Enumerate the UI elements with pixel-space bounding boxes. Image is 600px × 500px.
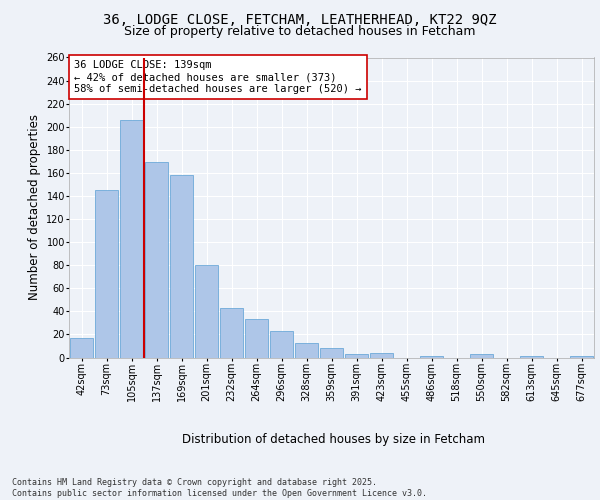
Text: 36, LODGE CLOSE, FETCHAM, LEATHERHEAD, KT22 9QZ: 36, LODGE CLOSE, FETCHAM, LEATHERHEAD, K… [103,12,497,26]
Bar [570,356,593,358]
Bar [120,120,143,358]
Text: 36 LODGE CLOSE: 139sqm
← 42% of detached houses are smaller (373)
58% of semi-de: 36 LODGE CLOSE: 139sqm ← 42% of detached… [74,60,362,94]
Bar [370,353,393,358]
Bar [195,265,218,358]
Bar [470,354,493,358]
Bar [270,331,293,357]
Bar [70,338,93,357]
Text: Distribution of detached houses by size in Fetcham: Distribution of detached houses by size … [182,432,485,446]
Text: Size of property relative to detached houses in Fetcham: Size of property relative to detached ho… [124,25,476,38]
Text: Contains HM Land Registry data © Crown copyright and database right 2025.
Contai: Contains HM Land Registry data © Crown c… [12,478,427,498]
Bar [220,308,243,358]
Bar [320,348,343,358]
Bar [345,354,368,358]
Bar [170,175,193,358]
Bar [420,356,443,358]
Bar [95,190,118,358]
Bar [145,162,168,358]
Bar [295,342,318,357]
Y-axis label: Number of detached properties: Number of detached properties [28,114,41,300]
Bar [245,320,268,358]
Bar [520,356,543,358]
